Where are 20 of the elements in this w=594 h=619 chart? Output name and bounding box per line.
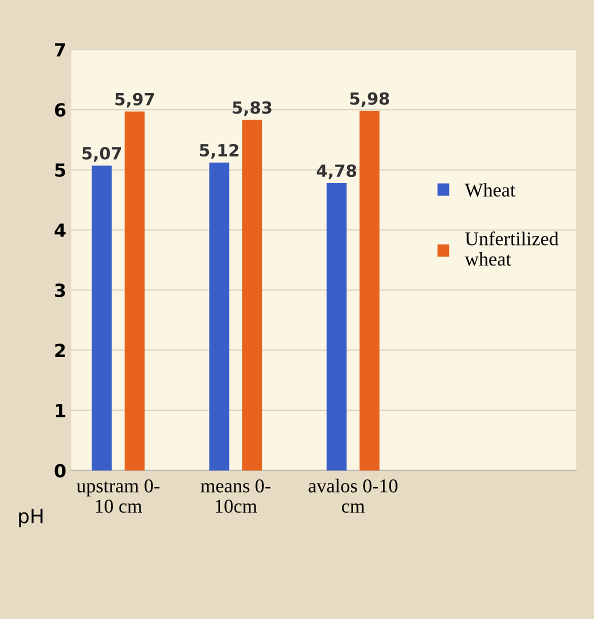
data-label: 5,07	[82, 146, 122, 162]
data-label: 5,97	[115, 92, 154, 108]
y-tick-label: 0	[54, 464, 66, 478]
x-tick-label: avalos 0-10 cm	[308, 478, 398, 513]
data-label: 5,83	[232, 101, 272, 116]
y-tick-label: 4	[54, 224, 66, 237]
y-tick-label: 1	[56, 404, 66, 418]
x-tick-label: upstram 0- 10 cm	[76, 479, 160, 513]
data-label: 5,98	[350, 92, 390, 107]
x-axis-title: pH	[19, 508, 42, 528]
y-tick-label: 3	[55, 284, 65, 298]
legend-label: Wheat	[464, 182, 516, 197]
data-label: 4,78	[316, 164, 356, 180]
y-tick-label: 5	[55, 163, 66, 177]
legend-label: Unfertilized wheat	[464, 232, 558, 266]
y-tick-label: 7	[55, 43, 65, 56]
y-tick-label: 2	[55, 344, 65, 358]
y-tick-label: 6	[54, 103, 66, 117]
data-label: 5,12	[200, 144, 238, 159]
x-tick-label: means 0- 10cm	[200, 479, 270, 513]
